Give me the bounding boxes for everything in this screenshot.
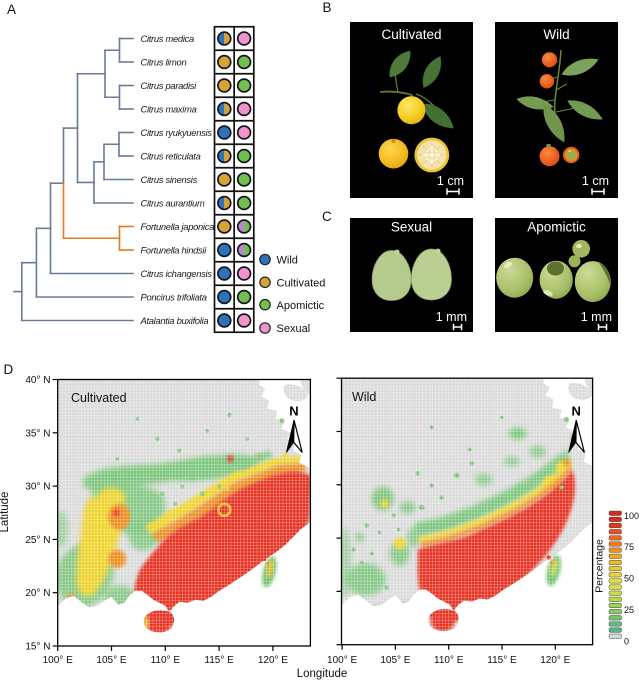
svg-text:Fortunella japonica: Fortunella japonica [141, 221, 215, 232]
svg-text:50: 50 [624, 573, 634, 583]
svg-text:1 mm: 1 mm [580, 310, 611, 324]
svg-text:115° E: 115° E [204, 655, 234, 666]
svg-text:Citrus maxima: Citrus maxima [141, 103, 197, 114]
svg-text:115° E: 115° E [487, 655, 517, 666]
svg-text:Longitude: Longitude [297, 668, 348, 680]
svg-text:110° E: 110° E [434, 655, 464, 666]
svg-text:Poncirus trifoliata: Poncirus trifoliata [141, 291, 207, 302]
svg-text:Citrus reticulata: Citrus reticulata [141, 150, 201, 161]
svg-text:Sexual: Sexual [391, 220, 432, 235]
svg-text:N: N [289, 404, 298, 419]
svg-text:15° N: 15° N [25, 642, 50, 653]
svg-text:Fortunella hindsii: Fortunella hindsii [141, 244, 208, 255]
svg-text:Citrus limon: Citrus limon [141, 56, 187, 67]
svg-text:110° E: 110° E [151, 655, 181, 666]
svg-text:Sexual: Sexual [277, 323, 311, 335]
svg-text:Citrus ichangensis: Citrus ichangensis [141, 268, 213, 279]
svg-text:Apomictic: Apomictic [277, 300, 325, 312]
svg-text:1 cm: 1 cm [581, 174, 608, 188]
svg-text:Cultivated: Cultivated [277, 278, 326, 290]
svg-text:Wild: Wild [277, 255, 298, 267]
svg-text:20° N: 20° N [25, 588, 50, 599]
svg-text:Cultivated: Cultivated [381, 27, 441, 42]
svg-text:100° E: 100° E [327, 655, 357, 666]
svg-text:105° E: 105° E [380, 655, 410, 666]
svg-text:Citrus sinensis: Citrus sinensis [141, 174, 198, 185]
svg-text:Wild: Wild [543, 27, 569, 42]
svg-text:35° N: 35° N [25, 428, 50, 439]
svg-text:Atalantia buxifolia: Atalantia buxifolia [140, 315, 209, 326]
svg-text:75: 75 [624, 542, 634, 552]
svg-text:Cultivated: Cultivated [71, 391, 127, 405]
svg-text:100° E: 100° E [43, 655, 73, 666]
svg-text:25: 25 [624, 605, 634, 615]
svg-text:Wild: Wild [352, 390, 376, 404]
svg-text:Citrus ryukyuensis: Citrus ryukyuensis [141, 127, 213, 138]
svg-text:40° N: 40° N [25, 375, 50, 386]
svg-text:Percentage: Percentage [594, 539, 606, 593]
svg-text:Citrus paradisi: Citrus paradisi [141, 80, 198, 91]
svg-text:Latitude: Latitude [0, 492, 11, 533]
svg-text:100: 100 [624, 511, 639, 521]
svg-text:120° E: 120° E [258, 655, 288, 666]
svg-text:120° E: 120° E [540, 655, 570, 666]
svg-text:1 mm: 1 mm [436, 310, 467, 324]
svg-text:30° N: 30° N [25, 482, 50, 493]
svg-text:N: N [572, 404, 581, 419]
svg-text:0: 0 [624, 636, 629, 646]
svg-text:Citrus aurantium: Citrus aurantium [141, 197, 205, 208]
svg-text:1 cm: 1 cm [437, 174, 464, 188]
svg-text:25° N: 25° N [25, 535, 50, 546]
svg-text:Apomictic: Apomictic [527, 220, 586, 235]
svg-text:Citrus medica: Citrus medica [141, 33, 194, 44]
svg-text:105° E: 105° E [96, 655, 126, 666]
